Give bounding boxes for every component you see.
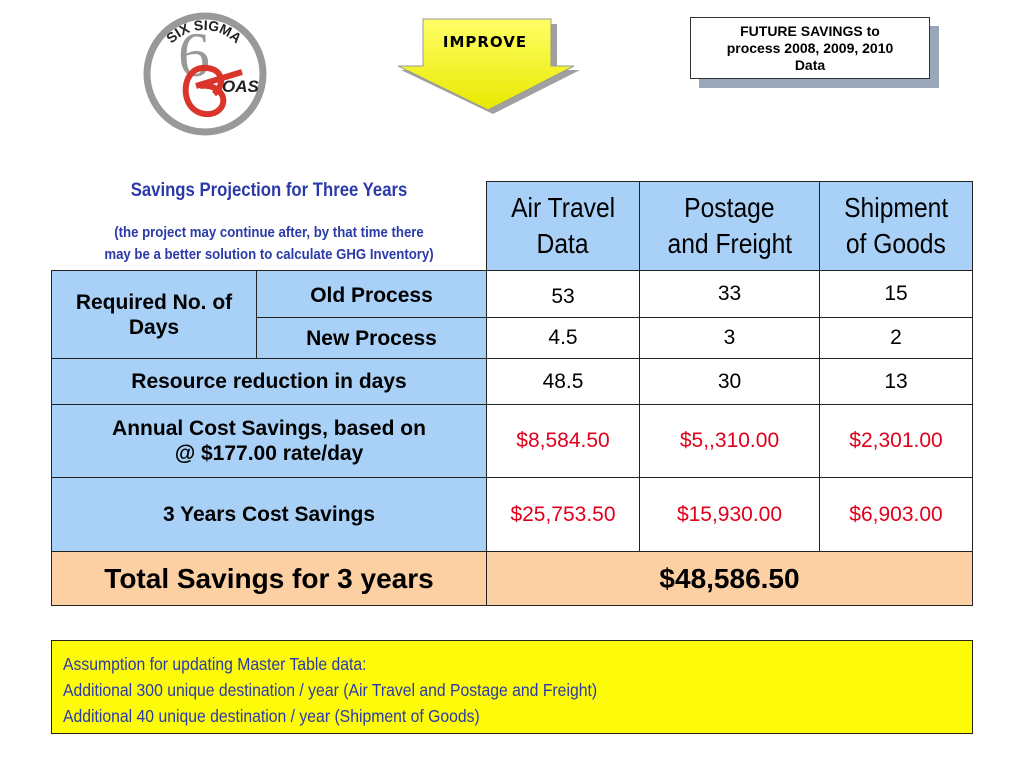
column-header-postage-freight: Postage and Freight	[639, 181, 820, 271]
projection-subtitle-line: may be a better solution to calculate GH…	[104, 246, 434, 263]
old-process-postage-freight: 33	[639, 270, 820, 318]
required-days-label: Required No. of Days	[51, 270, 257, 359]
new-process-postage-freight: 3	[639, 317, 820, 359]
six-sigma-logo-icon: SIX SIGMA 6 OAS	[143, 12, 267, 136]
resource-reduction-label: Resource reduction in days	[51, 358, 487, 405]
assumptions-box: Assumption for updating Master Table dat…	[51, 640, 973, 734]
phase-label: IMPROVE	[442, 33, 528, 51]
annual-savings-air-travel: $8,584.50	[486, 404, 640, 478]
resource-reduction-shipment-goods: 13	[819, 358, 973, 405]
note-line: FUTURE SAVINGS to	[740, 22, 880, 39]
total-savings-value: $48,586.50	[486, 551, 973, 606]
three-year-savings-air-travel: $25,753.50	[486, 477, 640, 552]
column-header-air-travel: Air Travel Data	[486, 181, 640, 271]
resource-reduction-postage-freight: 30	[639, 358, 820, 405]
old-process-label: Old Process	[256, 270, 487, 318]
old-process-shipment-goods: 15	[819, 270, 973, 318]
svg-text:6: 6	[178, 19, 210, 90]
projection-subtitle: (the project may continue after, by that…	[78, 222, 460, 266]
logo-brand-text: OAS	[222, 77, 260, 96]
column-header-shipment-goods: Shipment of Goods	[819, 181, 973, 271]
new-process-air-travel: 4.5	[486, 317, 640, 359]
future-savings-note: FUTURE SAVINGS to process 2008, 2009, 20…	[690, 17, 930, 79]
three-year-savings-postage-freight: $15,930.00	[639, 477, 820, 552]
resource-reduction-air-travel: 48.5	[486, 358, 640, 405]
annual-savings-postage-freight: $5,,310.00	[639, 404, 820, 478]
total-savings-label: Total Savings for 3 years	[51, 551, 487, 606]
new-process-label: New Process	[256, 317, 487, 359]
three-year-savings-shipment-goods: $6,903.00	[819, 477, 973, 552]
projection-title: Savings Projection for Three Years	[130, 180, 408, 201]
new-process-shipment-goods: 2	[819, 317, 973, 359]
annual-savings-label: Annual Cost Savings, based on @ $177.00 r…	[51, 404, 487, 478]
assumption-line: Additional 300 unique destination / year…	[63, 680, 598, 700]
annual-savings-shipment-goods: $2,301.00	[819, 404, 973, 478]
three-year-savings-label: 3 Years Cost Savings	[51, 477, 487, 552]
assumption-line: Assumption for updating Master Table dat…	[63, 654, 367, 674]
assumption-line: Additional 40 unique destination / year …	[63, 706, 480, 726]
note-line: process 2008, 2009, 2010	[726, 39, 894, 56]
down-arrow-icon	[398, 18, 580, 114]
old-process-air-travel: 53	[486, 270, 640, 318]
note-line: Data	[794, 56, 826, 73]
projection-subtitle-line: (the project may continue after, by that…	[114, 224, 424, 241]
